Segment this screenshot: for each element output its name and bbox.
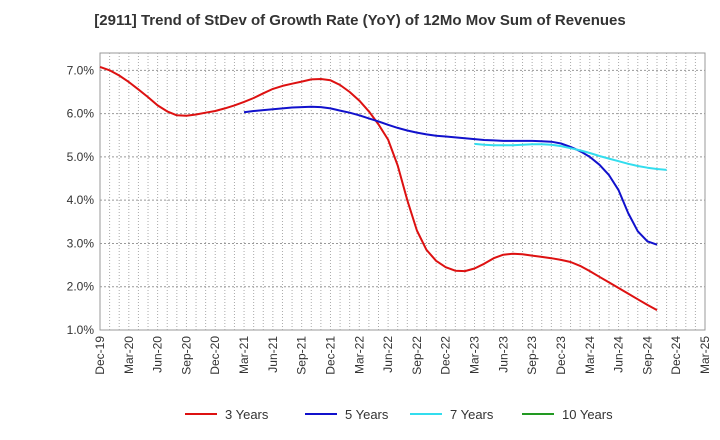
- x-tick-label: Sep-23: [525, 336, 539, 375]
- x-tick-label: Sep-20: [179, 336, 193, 375]
- legend-label-5-years: 5 Years: [345, 407, 389, 422]
- legend-label-3-years: 3 Years: [225, 407, 269, 422]
- y-tick-label: 4.0%: [67, 193, 95, 207]
- x-tick-label: Mar-21: [237, 336, 251, 374]
- x-tick-label: Sep-22: [410, 336, 424, 375]
- x-tick-label: Mar-23: [468, 336, 482, 374]
- series-line-3-years: [99, 65, 658, 311]
- x-tick-label: Jun-21: [266, 336, 280, 373]
- x-tick-label: Sep-24: [640, 336, 654, 375]
- x-tick-label: Dec-20: [208, 336, 222, 375]
- x-tick-label: Sep-21: [295, 336, 309, 375]
- series-line-7-years: [474, 142, 667, 171]
- x-tick-label: Mar-20: [122, 336, 136, 374]
- y-tick-label: 2.0%: [67, 280, 95, 294]
- legend-label-10-years: 10 Years: [562, 407, 613, 422]
- y-tick-label: 1.0%: [67, 323, 95, 337]
- x-tick-label: Dec-19: [93, 336, 107, 375]
- plot-area: [99, 52, 706, 331]
- x-tick-label: Jun-23: [496, 336, 510, 373]
- x-tick-label: Dec-24: [669, 336, 683, 375]
- y-tick-label: 7.0%: [67, 63, 95, 77]
- y-tick-label: 5.0%: [67, 150, 95, 164]
- x-tick-label: Jun-20: [151, 336, 165, 373]
- y-tick-label: 3.0%: [67, 236, 95, 250]
- x-tick-label: Dec-23: [554, 336, 568, 375]
- y-tick-label: 6.0%: [67, 107, 95, 121]
- legend-label-7-years: 7 Years: [450, 407, 494, 422]
- x-tick-label: Jun-22: [381, 336, 395, 373]
- x-tick-label: Mar-24: [583, 336, 597, 374]
- x-tick-label: Jun-24: [612, 336, 626, 373]
- x-tick-label: Dec-22: [439, 336, 453, 375]
- chart-title: [2911] Trend of StDev of Growth Rate (Yo…: [94, 12, 626, 29]
- series-line-5-years: [243, 105, 658, 246]
- x-tick-label: Mar-25: [698, 336, 712, 374]
- x-tick-label: Mar-22: [352, 336, 366, 374]
- x-tick-label: Dec-21: [323, 336, 337, 375]
